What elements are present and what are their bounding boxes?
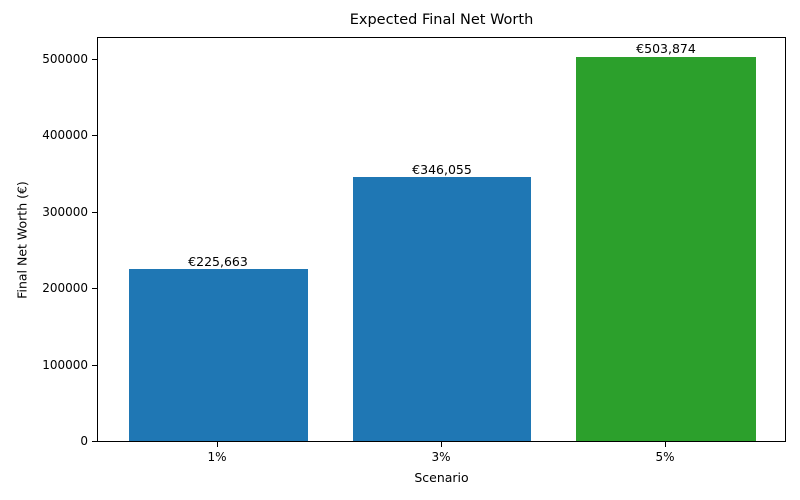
bar-1pct — [129, 269, 308, 441]
x-tick — [441, 442, 442, 447]
x-tick — [665, 442, 666, 447]
chart-title: Expected Final Net Worth — [349, 12, 534, 28]
y-tick-label: 200000 — [42, 281, 88, 295]
bar-value-label: €346,055 — [412, 162, 472, 177]
x-tick-label: 5% — [655, 450, 675, 464]
bar-5pct — [576, 57, 756, 441]
y-tick — [92, 441, 97, 442]
x-axis-label: Scenario — [414, 470, 469, 485]
bar-value-label: €503,874 — [636, 41, 696, 56]
y-tick-label: 500000 — [42, 52, 88, 66]
bar-value-label: €225,663 — [188, 254, 248, 269]
x-tick — [217, 442, 218, 447]
y-tick — [92, 135, 97, 136]
y-axis-label: Final Net Worth (€) — [14, 181, 30, 299]
bar-3pct — [353, 177, 531, 441]
y-tick-label: 400000 — [42, 128, 88, 142]
y-tick-label: 100000 — [42, 358, 88, 372]
y-tick — [92, 212, 97, 213]
x-tick-label: 3% — [431, 450, 451, 464]
x-tick-label: 1% — [207, 450, 227, 464]
y-tick — [92, 365, 97, 366]
y-tick — [92, 59, 97, 60]
plot-area: €225,663 €346,055 €503,874 — [97, 37, 786, 442]
y-tick — [92, 288, 97, 289]
y-tick-label: 0 — [80, 434, 88, 448]
y-tick-label: 300000 — [42, 205, 88, 219]
